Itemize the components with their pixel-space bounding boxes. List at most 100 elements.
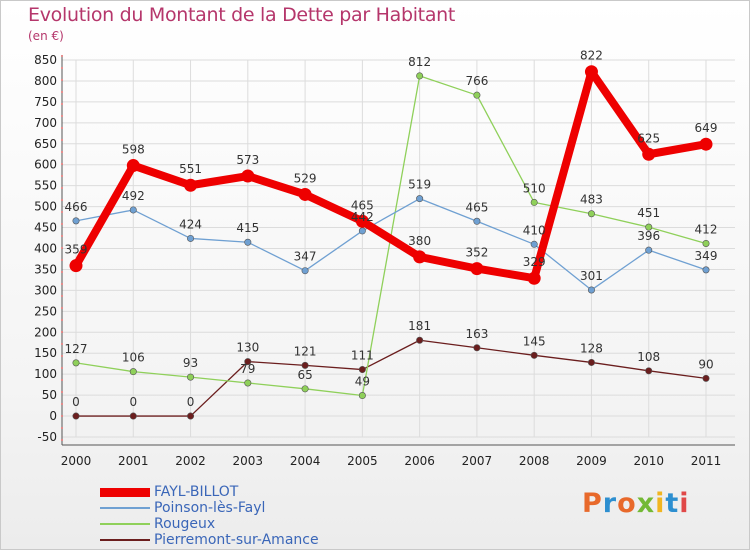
data-point-pierremont-sur-amance [587, 358, 595, 366]
data-label-poinson-l-s-fayl: 519 [408, 178, 431, 192]
data-label-fayl-billot: 625 [637, 131, 660, 145]
x-tick-label: 2007 [462, 454, 493, 468]
x-tick-label: 2009 [576, 454, 607, 468]
data-point-poinson-l-s-fayl [416, 195, 424, 203]
data-point-poinson-l-s-fayl [72, 217, 80, 225]
y-tick-label: 150 [34, 346, 57, 360]
legend-label: Rougeux [154, 516, 216, 532]
data-label-pierremont-sur-amance: 111 [351, 349, 374, 363]
y-tick-label: 650 [34, 137, 57, 151]
data-point-poinson-l-s-fayl [473, 217, 481, 225]
data-point-fayl-billot [699, 137, 713, 151]
data-label-fayl-billot: 329 [523, 255, 546, 269]
data-point-poinson-l-s-fayl [530, 240, 538, 248]
data-point-pierremont-sur-amance [244, 358, 252, 366]
data-point-pierremont-sur-amance [702, 374, 710, 382]
data-label-rougeux: 766 [465, 74, 488, 88]
legend-swatch [100, 539, 150, 541]
data-point-rougeux [530, 198, 538, 206]
y-tick-label: 350 [34, 262, 57, 276]
data-point-pierremont-sur-amance [358, 366, 366, 374]
data-label-poinson-l-s-fayl: 415 [236, 221, 259, 235]
data-label-fayl-billot: 465 [351, 198, 374, 212]
y-tick-label: 250 [34, 304, 57, 318]
x-tick-label: 2002 [175, 454, 206, 468]
data-label-fayl-billot: 352 [465, 246, 488, 260]
data-label-poinson-l-s-fayl: 301 [580, 269, 603, 283]
legend-swatch [100, 507, 150, 509]
series-layer [69, 65, 713, 420]
y-tick-label: 550 [34, 179, 57, 193]
data-label-rougeux: 510 [523, 181, 546, 195]
proxiti-logo: Proxiti [582, 488, 690, 519]
chart-legend: FAYL-BILLOT Poinson-lès-Fayl Rougeux Pierre… [100, 484, 319, 548]
data-label-pierremont-sur-amance: 0 [72, 395, 80, 409]
y-tick-label: 400 [34, 242, 57, 256]
data-label-rougeux: 483 [580, 193, 603, 207]
data-point-pierremont-sur-amance [645, 367, 653, 375]
legend-item: FAYL-BILLOT [100, 484, 319, 500]
data-label-pierremont-sur-amance: 181 [408, 319, 431, 333]
y-tick-label: 0 [49, 409, 57, 423]
data-label-fayl-billot: 380 [408, 234, 431, 248]
data-point-pierremont-sur-amance [72, 412, 80, 420]
label-layer: 0 0 0 130 121 111 181 163 145 128 108 90 127 106 93 79 6… [65, 49, 718, 409]
legend-item: Poinson-lès-Fayl [100, 500, 319, 516]
data-label-pierremont-sur-amance: 108 [637, 350, 660, 364]
data-label-poinson-l-s-fayl: 347 [294, 250, 317, 264]
data-label-pierremont-sur-amance: 130 [236, 341, 259, 355]
data-label-fayl-billot: 529 [294, 171, 317, 185]
data-point-pierremont-sur-amance [416, 336, 424, 344]
x-tick-label: 2003 [233, 454, 264, 468]
data-point-poinson-l-s-fayl [187, 234, 195, 242]
x-tick-label: 2008 [519, 454, 550, 468]
logo-letter: o [617, 488, 637, 519]
data-point-fayl-billot [584, 65, 598, 79]
legend-label: Pierremont-sur-Amance [154, 532, 319, 548]
data-point-pierremont-sur-amance [473, 344, 481, 352]
data-point-pierremont-sur-amance [301, 361, 309, 369]
data-point-fayl-billot [355, 214, 369, 228]
y-tick-label: 600 [34, 158, 57, 172]
x-tick-label: 2000 [61, 454, 92, 468]
data-label-fayl-billot: 822 [580, 49, 603, 63]
x-tick-label: 2006 [404, 454, 435, 468]
y-tick-label: 750 [34, 95, 57, 109]
y-tick-label: 300 [34, 283, 57, 297]
data-label-rougeux: 812 [408, 55, 431, 69]
data-label-pierremont-sur-amance: 145 [523, 334, 546, 348]
data-label-rougeux: 412 [695, 222, 718, 236]
data-label-fayl-billot: 598 [122, 143, 145, 157]
logo-letter: i [679, 488, 690, 519]
y-tick-label: -50 [37, 430, 57, 444]
data-label-rougeux: 79 [240, 362, 255, 376]
x-tick-label: 2004 [290, 454, 321, 468]
x-tick-label: 2001 [118, 454, 149, 468]
data-point-rougeux [645, 223, 653, 231]
data-label-rougeux: 49 [355, 375, 370, 389]
data-label-pierremont-sur-amance: 163 [465, 327, 488, 341]
data-label-fayl-billot: 573 [236, 153, 259, 167]
data-label-poinson-l-s-fayl: 466 [65, 200, 88, 214]
chart-title: Evolution du Montant de la Dette par Hab… [28, 4, 456, 26]
data-label-pierremont-sur-amance: 0 [187, 395, 195, 409]
data-label-pierremont-sur-amance: 90 [698, 357, 713, 371]
y-tick-label: 800 [34, 74, 57, 88]
data-label-rougeux: 65 [297, 368, 312, 382]
data-point-poinson-l-s-fayl [358, 227, 366, 235]
x-tick-label: 2005 [347, 454, 378, 468]
logo-letter: i [655, 488, 666, 519]
chart-unit-label: (en €) [28, 29, 64, 43]
data-point-fayl-billot [642, 147, 656, 161]
data-point-fayl-billot [184, 178, 198, 192]
logo-letter: P [582, 488, 603, 519]
grid-layer [62, 59, 735, 438]
data-label-poinson-l-s-fayl: 465 [465, 200, 488, 214]
data-label-poinson-l-s-fayl: 349 [695, 249, 718, 263]
series-line-pierremont-sur-amance [75, 339, 707, 417]
data-point-fayl-billot [470, 262, 484, 276]
series-line-fayl-billot [72, 67, 710, 283]
legend-item: Pierremont-sur-Amance [100, 532, 319, 548]
